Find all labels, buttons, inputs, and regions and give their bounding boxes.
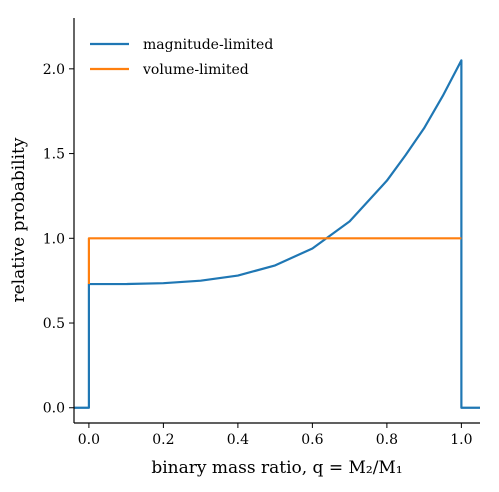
x-tick-label: 0.4 (227, 432, 249, 448)
y-tick-label: 1.0 (43, 231, 65, 247)
x-tick-label: 1.0 (450, 432, 472, 448)
x-ticks: 0.0 0.2 0.4 0.6 0.8 1.0 (78, 423, 473, 448)
x-axis-label: binary mass ratio, q = M₂/M₁ (151, 458, 402, 478)
legend: magnitude-limited volume-limited (90, 37, 273, 78)
y-ticks: 0.0 0.5 1.0 1.5 2.0 (43, 62, 74, 417)
y-tick-label: 1.5 (43, 147, 65, 163)
x-tick-label: 0.6 (301, 432, 323, 448)
x-tick-label: 0.0 (78, 432, 100, 448)
legend-label: volume-limited (142, 62, 249, 78)
x-tick-label: 0.2 (152, 432, 174, 448)
y-tick-label: 0.0 (43, 401, 65, 417)
series-line-magnitude-limited (74, 59, 480, 409)
series-line-volume-limited (87, 237, 462, 285)
y-tick-label: 0.5 (43, 316, 65, 332)
y-tick-label: 2.0 (43, 62, 65, 78)
legend-label: magnitude-limited (143, 37, 273, 53)
y-axis-label: relative probability (9, 137, 29, 302)
x-tick-label: 0.8 (376, 432, 398, 448)
plot-lines (74, 59, 480, 409)
